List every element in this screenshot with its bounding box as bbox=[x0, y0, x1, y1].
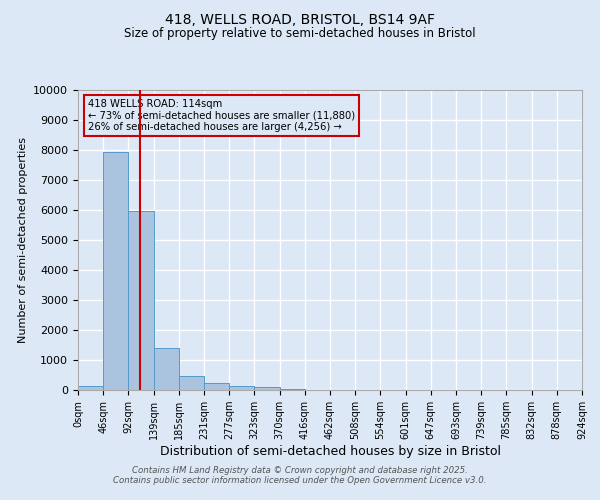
Bar bbox=[254, 388, 280, 390]
Text: 418, WELLS ROAD, BRISTOL, BS14 9AF: 418, WELLS ROAD, BRISTOL, BS14 9AF bbox=[165, 12, 435, 26]
Bar bbox=[229, 386, 254, 390]
Bar bbox=[128, 210, 154, 390]
Bar bbox=[280, 388, 305, 390]
X-axis label: Distribution of semi-detached houses by size in Bristol: Distribution of semi-detached houses by … bbox=[160, 445, 500, 458]
Bar bbox=[103, 152, 128, 390]
Bar bbox=[78, 386, 103, 390]
Bar bbox=[179, 376, 204, 390]
Text: Size of property relative to semi-detached houses in Bristol: Size of property relative to semi-detach… bbox=[124, 28, 476, 40]
Text: 418 WELLS ROAD: 114sqm
← 73% of semi-detached houses are smaller (11,880)
26% of: 418 WELLS ROAD: 114sqm ← 73% of semi-det… bbox=[88, 99, 355, 132]
Bar bbox=[204, 384, 229, 390]
Bar bbox=[154, 348, 179, 390]
Y-axis label: Number of semi-detached properties: Number of semi-detached properties bbox=[18, 137, 28, 343]
Text: Contains HM Land Registry data © Crown copyright and database right 2025.
Contai: Contains HM Land Registry data © Crown c… bbox=[113, 466, 487, 485]
